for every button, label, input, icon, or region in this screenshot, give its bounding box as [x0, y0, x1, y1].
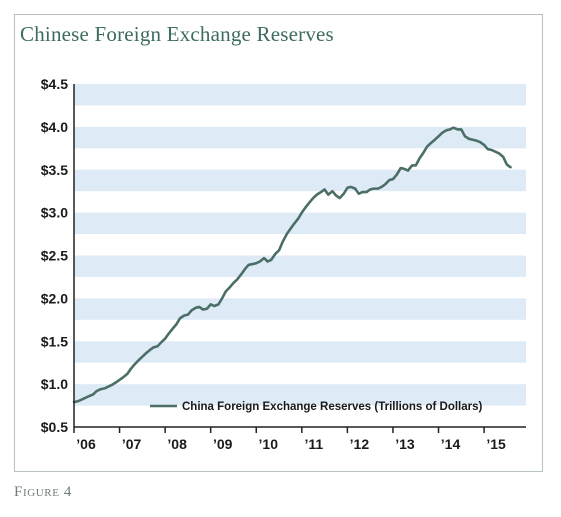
- x-tick-label: ’12: [350, 436, 370, 452]
- x-tick-label: ’09: [213, 436, 233, 452]
- grid-band: [74, 298, 526, 320]
- x-tick-label: ’14: [441, 436, 461, 452]
- y-tick-label: $2.5: [41, 248, 68, 264]
- figure-label: Figure 4: [14, 484, 72, 500]
- grid-band: [74, 126, 526, 149]
- grid-band: [74, 169, 526, 192]
- x-tick-label: ’08: [167, 436, 187, 452]
- y-tick-label: $4.0: [41, 119, 68, 135]
- grid-band: [74, 212, 526, 235]
- x-tick-label: ’13: [395, 436, 415, 452]
- y-tick-label: $3.5: [41, 162, 68, 178]
- y-tick-label: $4.5: [41, 76, 68, 92]
- series-layer: [72, 126, 512, 404]
- axes: [73, 84, 526, 428]
- y-axis-ticks: $4.5 $4.0 $3.5 $3.0 $2.5 $2.0 $1.5 $1.0 $0.5: [41, 76, 68, 435]
- x-tick-label: ’15: [486, 436, 506, 452]
- grid-band: [74, 384, 526, 406]
- grid-band: [74, 255, 526, 277]
- y-tick-label: $2.0: [41, 290, 68, 306]
- grid-band: [74, 84, 526, 106]
- x-tick-label: ’10: [259, 436, 279, 452]
- x-axis-ticks: ’06 ’07 ’08 ’09 ’10 ’11 ’12 ’13 ’14 ’15: [73, 427, 506, 452]
- y-tick-label: $3.0: [41, 205, 68, 221]
- legend: China Foreign Exchange Reserves (Trillio…: [150, 401, 483, 413]
- x-tick-label: ’11: [304, 436, 323, 452]
- series-line: [72, 126, 512, 404]
- y-tick-label: $0.5: [41, 419, 68, 435]
- legend-label: China Foreign Exchange Reserves (Trillio…: [182, 401, 483, 413]
- x-tick-label: ’07: [122, 436, 142, 452]
- x-tick-label: ’06: [76, 436, 96, 452]
- chart-title: Chinese Foreign Exchange Reserves: [20, 22, 334, 46]
- y-tick-label: $1.0: [41, 376, 68, 392]
- y-tick-label: $1.5: [41, 333, 68, 349]
- grid-band: [74, 341, 526, 363]
- plot-background-bands: [74, 84, 526, 406]
